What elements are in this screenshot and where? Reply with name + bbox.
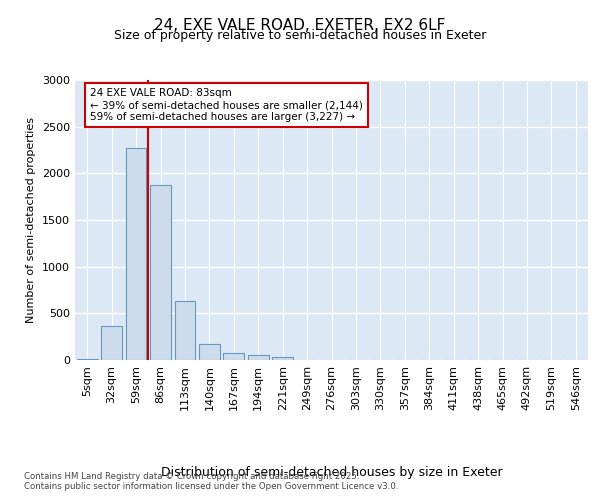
Bar [77,358,98,360]
Bar [101,326,122,360]
Text: Size of property relative to semi-detached houses in Exeter: Size of property relative to semi-detach… [114,29,486,42]
Bar [199,344,220,360]
Y-axis label: Number of semi-detached properties: Number of semi-detached properties [26,117,37,323]
Bar [223,352,244,360]
Text: 24, EXE VALE ROAD, EXETER, EX2 6LF: 24, EXE VALE ROAD, EXETER, EX2 6LF [154,18,446,32]
Text: 24 EXE VALE ROAD: 83sqm
← 39% of semi-detached houses are smaller (2,144)
59% of: 24 EXE VALE ROAD: 83sqm ← 39% of semi-de… [91,88,363,122]
Bar [272,357,293,360]
Text: Contains public sector information licensed under the Open Government Licence v3: Contains public sector information licen… [24,482,398,491]
Bar [175,301,196,360]
X-axis label: Distribution of semi-detached houses by size in Exeter: Distribution of semi-detached houses by … [161,466,502,478]
Text: Contains HM Land Registry data © Crown copyright and database right 2025.: Contains HM Land Registry data © Crown c… [24,472,359,481]
Bar [248,356,269,360]
Bar [150,184,171,360]
Bar [125,148,146,360]
